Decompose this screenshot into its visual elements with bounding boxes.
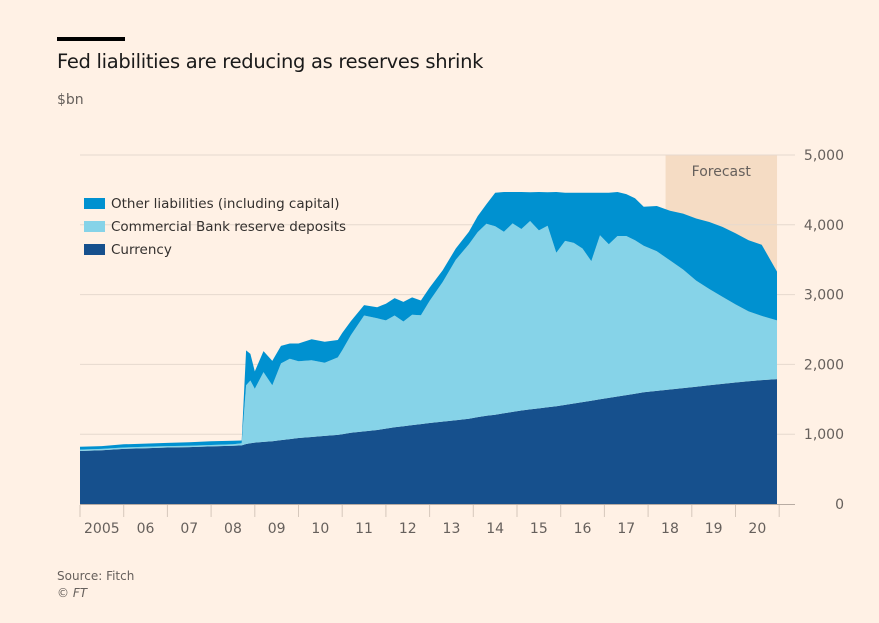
areas [80, 192, 777, 504]
x-tick-label: 2005 [84, 521, 120, 537]
source-note: Source: Fitch © FT [57, 568, 134, 602]
x-tick-label: 06 [137, 521, 155, 537]
x-tick-label: 11 [355, 521, 373, 537]
x-tick-label: 19 [705, 521, 723, 537]
legend-swatch-reserves [84, 221, 105, 232]
y-tick-label: 4,000 [804, 218, 844, 234]
x-tick-label: 15 [530, 521, 548, 537]
legend-swatch-currency [84, 244, 105, 255]
x-tick-label: 08 [224, 521, 242, 537]
forecast-label: Forecast [692, 164, 752, 180]
legend-label-currency: Currency [111, 241, 172, 258]
legend-item-currency: Currency [84, 238, 346, 261]
title-accent-bar [57, 37, 125, 41]
y-tick-label: 2,000 [804, 357, 844, 373]
area-currency [80, 379, 777, 504]
x-tick-label: 13 [443, 521, 461, 537]
chart-title: Fed liabilities are reducing as reserves… [57, 50, 484, 73]
y-tick-label: 5,000 [804, 148, 844, 164]
legend-label-other: Other liabilities (including capital) [111, 195, 340, 212]
legend: Other liabilities (including capital) Co… [84, 192, 346, 261]
x-tick-label: 07 [180, 521, 198, 537]
y-tick-label: 1,000 [804, 427, 844, 443]
x-tick-label: 14 [486, 521, 504, 537]
y-tick-label: 0 [835, 497, 844, 513]
area-reserves [80, 221, 777, 451]
axes: 0 1,000 2,000 3,000 4,000 5,000 2005 06 07 08 09 10… [79, 148, 844, 537]
x-tick-label: 20 [748, 521, 766, 537]
legend-label-reserves: Commercial Bank reserve deposits [111, 218, 347, 235]
legend-item-other: Other liabilities (including capital) [84, 192, 346, 215]
legend-swatch-other [84, 198, 105, 209]
copyright-text: © FT [57, 586, 88, 600]
y-tick-label: 3,000 [804, 288, 844, 304]
x-tick-label: 18 [661, 521, 679, 537]
legend-item-reserves: Commercial Bank reserve deposits [84, 215, 346, 238]
source-text: Source: Fitch [57, 569, 135, 583]
x-tick-label: 10 [311, 521, 329, 537]
area-other [80, 192, 777, 450]
x-tick-label: 09 [268, 521, 286, 537]
chart-subtitle-units: $bn [57, 92, 84, 108]
x-tick-label: 12 [399, 521, 417, 537]
x-tick-label: 17 [617, 521, 635, 537]
x-tick-label: 16 [574, 521, 592, 537]
